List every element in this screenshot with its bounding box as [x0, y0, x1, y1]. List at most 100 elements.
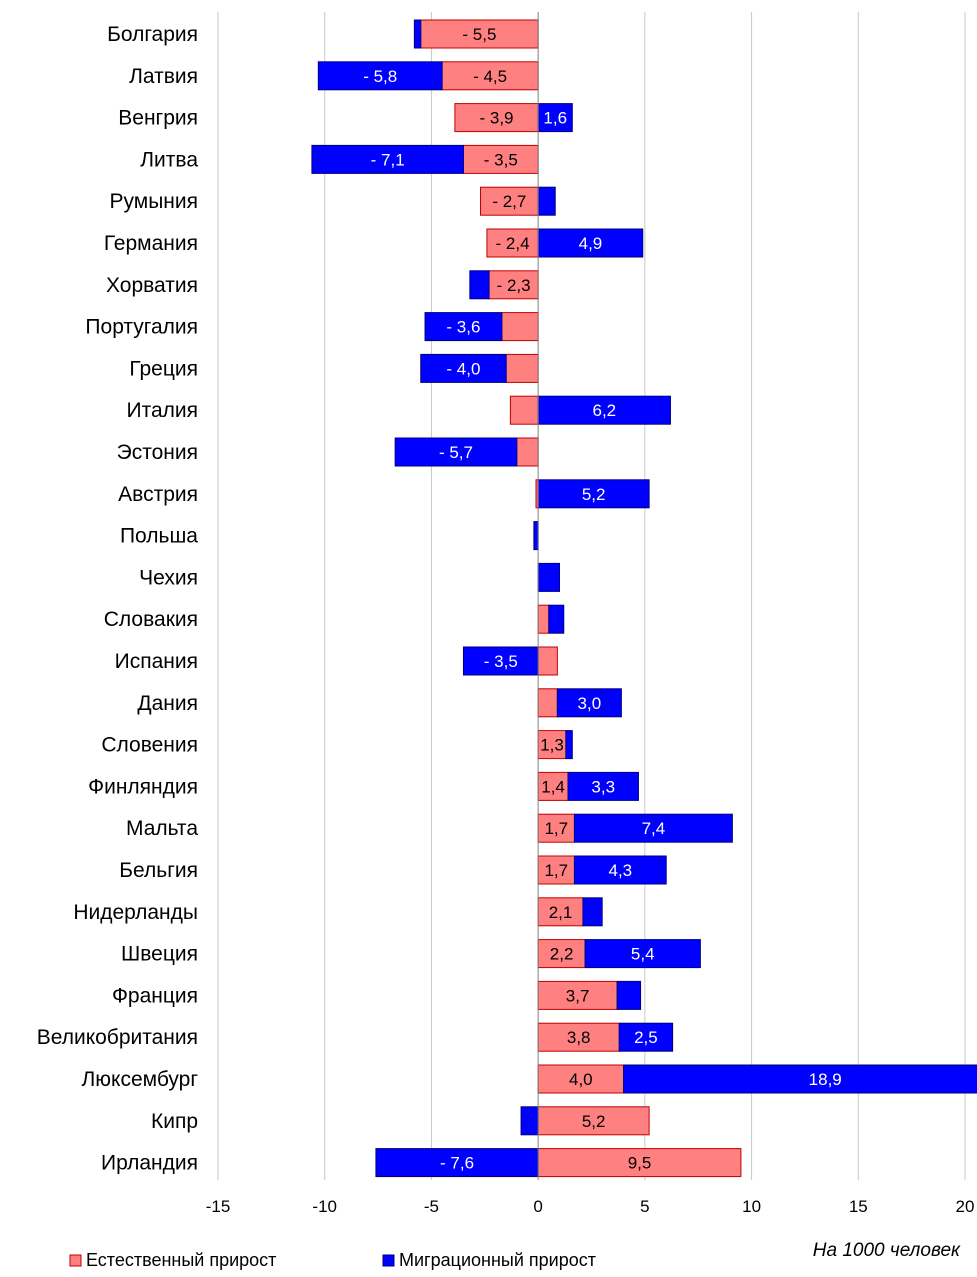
- bar-natural: [537, 939, 586, 969]
- bar-natural: [516, 437, 539, 467]
- category-label: Дания: [137, 692, 198, 715]
- category-label: Словакия: [104, 608, 198, 631]
- bar-migration: [623, 1064, 977, 1094]
- bar-natural: [441, 61, 539, 91]
- data-label-natural: 5,2: [582, 1112, 606, 1131]
- bar-migration: [394, 437, 518, 467]
- bar-migration: [537, 395, 671, 425]
- data-label-migration: 4,3: [608, 861, 632, 880]
- data-label-migration: 4,9: [579, 234, 603, 253]
- category-label: Румыния: [109, 190, 198, 213]
- category-label: Швеция: [121, 943, 198, 966]
- bar-migration: [618, 1022, 674, 1052]
- bar-natural: [462, 144, 539, 174]
- bar-migration: [573, 855, 667, 885]
- category-label: Литва: [140, 148, 198, 171]
- data-label-migration: 3,0: [578, 694, 602, 713]
- data-label-natural: 3,7: [566, 986, 590, 1005]
- x-tick-label: -5: [424, 1197, 439, 1216]
- category-label: Мальта: [126, 817, 198, 840]
- data-label-migration: 1,6: [543, 109, 567, 128]
- bar-migration: [413, 19, 422, 49]
- data-label-natural: 4,0: [569, 1070, 593, 1089]
- data-label-natural: 2,2: [550, 945, 574, 964]
- bar-migration: [520, 1106, 539, 1136]
- bar-natural: [537, 1106, 650, 1136]
- bar-migration: [582, 897, 603, 927]
- category-label: Словения: [101, 734, 198, 757]
- data-label-natural: 1,3: [540, 736, 564, 755]
- category-label: Латвия: [129, 65, 198, 88]
- bar-migration: [567, 771, 639, 801]
- data-label-migration: 18,9: [809, 1070, 842, 1089]
- data-label-natural: - 3,5: [484, 150, 518, 169]
- x-tick-label: -15: [206, 1197, 231, 1216]
- data-label-natural: 1,7: [544, 819, 568, 838]
- legend-swatch-natural: [69, 1254, 82, 1267]
- category-label: Польша: [120, 525, 198, 548]
- category-label: Великобритания: [37, 1026, 198, 1049]
- category-label: Ирландия: [101, 1152, 198, 1175]
- category-label: Кипр: [151, 1110, 198, 1133]
- data-label-migration: - 7,6: [440, 1154, 474, 1173]
- x-tick-label: 15: [849, 1197, 868, 1216]
- category-label: Португалия: [85, 316, 198, 339]
- data-label-migration: 7,4: [642, 819, 666, 838]
- bar-migration: [317, 61, 443, 91]
- bar-natural: [537, 604, 550, 634]
- bar-migration: [311, 144, 464, 174]
- data-label-migration: 2,5: [634, 1028, 658, 1047]
- bar-migration: [420, 353, 507, 383]
- data-label-migration: - 5,8: [363, 67, 397, 86]
- category-label: Австрия: [118, 483, 198, 506]
- bar-migration: [424, 312, 503, 342]
- legend-label-migration: Миграционный прирост: [399, 1250, 596, 1270]
- data-label-natural: 2,1: [549, 903, 573, 922]
- category-label: Хорватия: [106, 274, 198, 297]
- bar-migration: [375, 1148, 539, 1178]
- bar-natural: [537, 1064, 625, 1094]
- data-label-migration: - 3,5: [484, 652, 518, 671]
- x-tick-label: 5: [640, 1197, 649, 1216]
- category-label: Франция: [112, 984, 198, 1007]
- bar-natural: [488, 270, 539, 300]
- bar-migration: [565, 730, 573, 760]
- bar-natural: [501, 312, 539, 342]
- bar-migration: [573, 813, 733, 843]
- bar-migration: [537, 562, 560, 592]
- data-label-migration: - 4,0: [446, 359, 480, 378]
- data-label-migration: - 3,6: [446, 318, 480, 337]
- data-label-natural: 3,8: [567, 1028, 591, 1047]
- data-label-natural: - 2,4: [496, 234, 530, 253]
- bar-migration: [533, 521, 539, 551]
- x-tick-label: 0: [533, 1197, 542, 1216]
- category-label: Испания: [115, 650, 198, 673]
- category-label: Германия: [104, 232, 198, 255]
- data-label-natural: 1,4: [541, 777, 565, 796]
- bar-migration: [616, 980, 642, 1010]
- bar-migration: [584, 939, 701, 969]
- bar-migration: [548, 604, 565, 634]
- x-tick-label: 20: [956, 1197, 975, 1216]
- bar-natural: [454, 103, 539, 133]
- category-label: Люксембург: [81, 1068, 198, 1091]
- bar-migration: [537, 228, 644, 258]
- data-label-migration: - 5,7: [439, 443, 473, 462]
- bar-natural: [486, 228, 539, 258]
- bar-migration: [537, 103, 573, 133]
- category-label: Нидерланды: [73, 901, 198, 924]
- bar-natural: [505, 353, 539, 383]
- bar-natural: [537, 771, 569, 801]
- data-label-natural: 9,5: [628, 1154, 652, 1173]
- category-label: Италия: [126, 399, 198, 422]
- data-label-migration: 6,2: [592, 401, 616, 420]
- data-label-natural: - 4,5: [473, 67, 507, 86]
- x-tick-label: -10: [312, 1197, 337, 1216]
- bar-natural: [537, 646, 558, 676]
- data-label-migration: - 7,1: [371, 150, 405, 169]
- bar-natural: [537, 897, 584, 927]
- data-label-natural: - 2,3: [497, 276, 531, 295]
- bar-natural: [537, 1148, 742, 1178]
- bar-natural: [509, 395, 539, 425]
